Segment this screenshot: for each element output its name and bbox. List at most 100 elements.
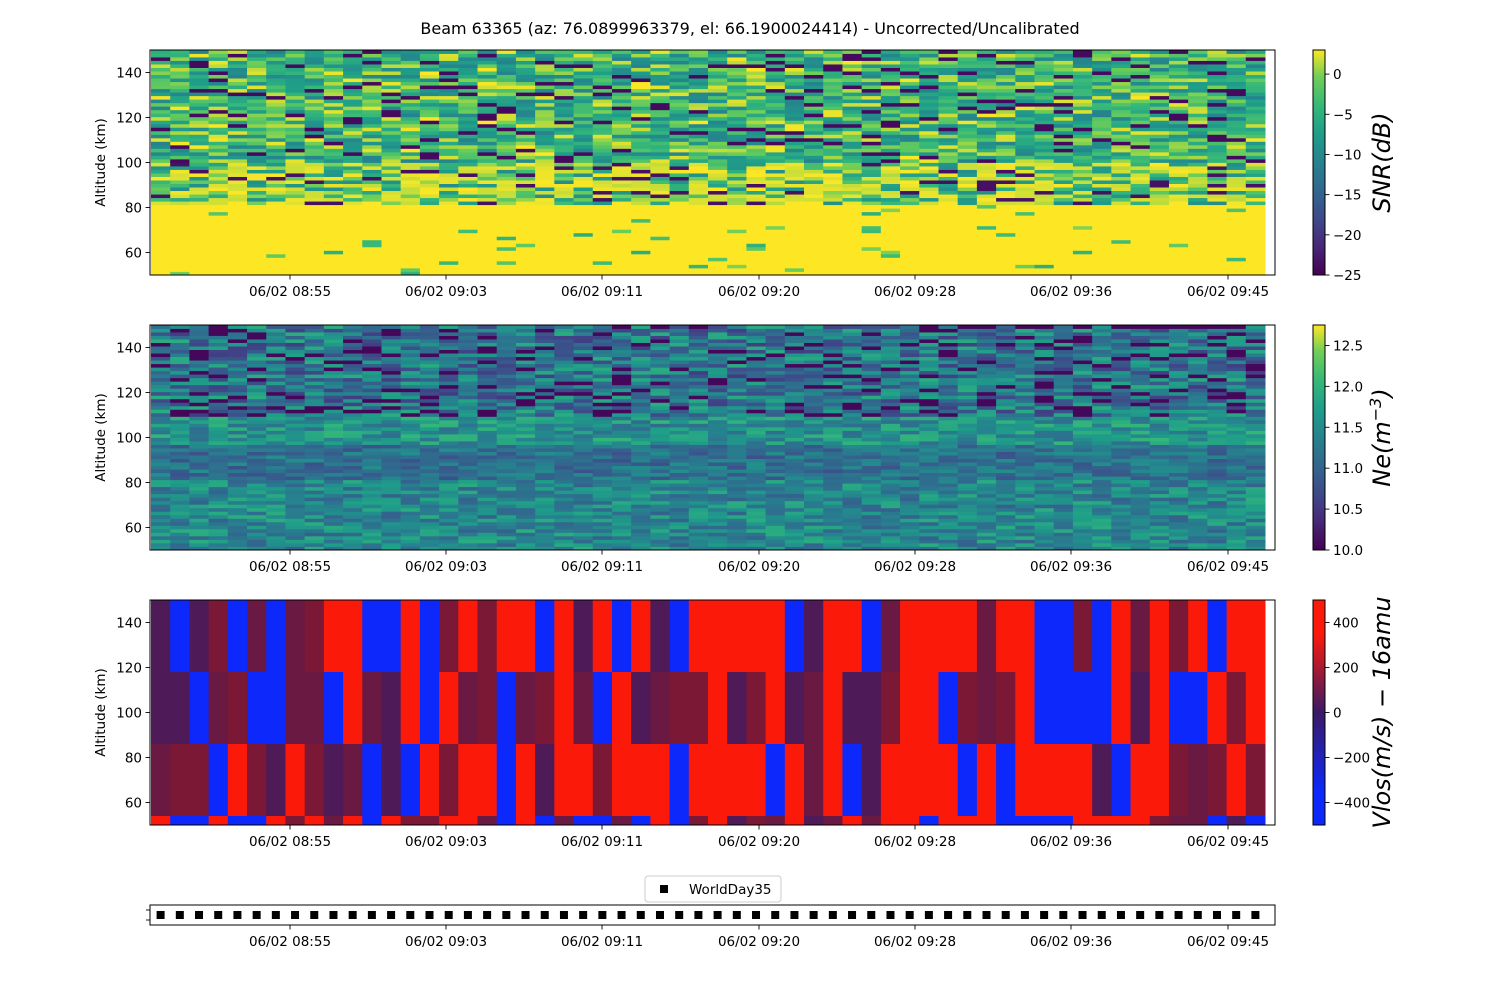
heatmap-cell xyxy=(458,332,479,336)
heatmap-cell xyxy=(477,211,498,216)
heatmap-cell xyxy=(343,106,363,111)
heatmap-cell xyxy=(477,183,498,188)
heatmap-cell xyxy=(189,81,210,86)
heatmap-cell xyxy=(1015,187,1036,192)
heatmap-cell xyxy=(381,405,402,410)
heatmap-cell xyxy=(573,134,594,139)
heatmap-cell xyxy=(381,346,402,351)
heatmap-cell xyxy=(1226,85,1247,90)
heatmap-cell xyxy=(266,335,286,340)
heatmap-cell xyxy=(1207,166,1228,170)
heatmap-cell xyxy=(1188,60,1208,65)
heatmap-cell xyxy=(861,127,882,132)
heatmap-cell xyxy=(1053,173,1074,177)
heatmap-cell xyxy=(1226,158,1247,163)
heatmap-cell xyxy=(842,155,863,160)
heatmap-cell xyxy=(957,50,978,54)
heatmap-cell xyxy=(208,113,229,118)
heatmap-cell xyxy=(631,232,651,237)
heatmap-cell xyxy=(592,123,613,128)
heatmap-cell xyxy=(362,229,382,234)
heatmap-cell xyxy=(1149,130,1170,135)
heatmap-cell xyxy=(151,120,171,125)
heatmap-cell xyxy=(208,497,229,502)
heatmap-cell xyxy=(496,180,517,184)
heatmap-cell xyxy=(419,353,440,358)
heatmap-cell xyxy=(227,476,248,481)
heatmap-cell xyxy=(496,419,517,424)
heatmap-cell xyxy=(477,197,498,202)
heatmap-cell xyxy=(1188,134,1208,139)
heatmap-cell xyxy=(323,92,344,97)
heatmap-cell xyxy=(362,239,382,244)
heatmap-cell xyxy=(208,360,229,365)
heatmap-cell xyxy=(1015,95,1036,100)
heatmap-cell xyxy=(823,78,843,83)
heatmap-cell xyxy=(976,151,997,156)
heatmap-cell xyxy=(900,229,920,234)
heatmap-cell xyxy=(362,71,382,76)
heatmap-cell xyxy=(515,130,536,135)
heatmap-cell xyxy=(419,402,440,407)
heatmap-cell xyxy=(189,260,210,265)
heatmap-cell xyxy=(1188,95,1208,100)
heatmap-cell xyxy=(804,176,824,181)
heatmap-cell xyxy=(189,162,210,167)
heatmap-cell xyxy=(1053,166,1074,170)
heatmap-cell xyxy=(515,60,536,65)
heatmap-cell xyxy=(400,141,421,146)
heatmap-cell xyxy=(439,521,459,526)
heatmap-cell xyxy=(650,180,671,184)
heatmap-cell xyxy=(804,74,824,79)
heatmap-cell xyxy=(419,405,440,410)
heatmap-cell xyxy=(285,162,306,167)
heatmap-cell xyxy=(247,405,267,410)
heatmap-cell xyxy=(362,120,382,125)
heatmap-cell xyxy=(880,144,901,149)
heatmap-cell xyxy=(343,267,363,272)
heatmap-cell xyxy=(976,187,997,192)
heatmap-cell xyxy=(496,469,517,474)
heatmap-cell xyxy=(304,360,325,365)
heatmap-cell xyxy=(996,201,1016,206)
heatmap-cell xyxy=(535,137,555,142)
heatmap-cell xyxy=(343,339,363,343)
heatmap-cell xyxy=(285,208,306,213)
heatmap-cell xyxy=(1226,271,1247,276)
heatmap-cell xyxy=(496,433,517,438)
heatmap-cell xyxy=(343,370,363,375)
heatmap-cell xyxy=(189,486,210,491)
heatmap-cell xyxy=(170,53,190,58)
heatmap-cell xyxy=(304,469,325,474)
heatmap-cell xyxy=(247,325,267,329)
heatmap-cell xyxy=(1015,190,1036,195)
heatmap-cell xyxy=(170,511,190,516)
heatmap-cell xyxy=(976,67,997,72)
heatmap-cell xyxy=(208,402,229,407)
heatmap-cell xyxy=(381,151,402,156)
heatmap-cell xyxy=(804,239,824,244)
heatmap-cell xyxy=(1111,99,1132,104)
heatmap-cell xyxy=(266,441,286,445)
heatmap-cell xyxy=(515,109,536,114)
heatmap-cell xyxy=(1111,113,1132,118)
heatmap-cell xyxy=(1226,130,1247,135)
heatmap-cell xyxy=(515,455,536,459)
heatmap-cell xyxy=(842,208,863,213)
heatmap-cell xyxy=(727,78,747,83)
heatmap-cell xyxy=(189,353,210,358)
heatmap-cell xyxy=(439,476,459,481)
heatmap-cell xyxy=(554,222,575,227)
heatmap-cell xyxy=(784,85,805,90)
heatmap-cell xyxy=(804,141,824,146)
heatmap-cell xyxy=(727,109,747,114)
heatmap-cell xyxy=(458,363,479,368)
heatmap-cell xyxy=(189,458,210,463)
heatmap-cell xyxy=(727,134,747,139)
heatmap-cell xyxy=(1168,176,1189,181)
heatmap-cell xyxy=(362,257,382,262)
heatmap-cell xyxy=(688,246,709,251)
heatmap-cell xyxy=(285,518,306,523)
heatmap-cell xyxy=(343,173,363,177)
heatmap-cell xyxy=(631,127,651,132)
